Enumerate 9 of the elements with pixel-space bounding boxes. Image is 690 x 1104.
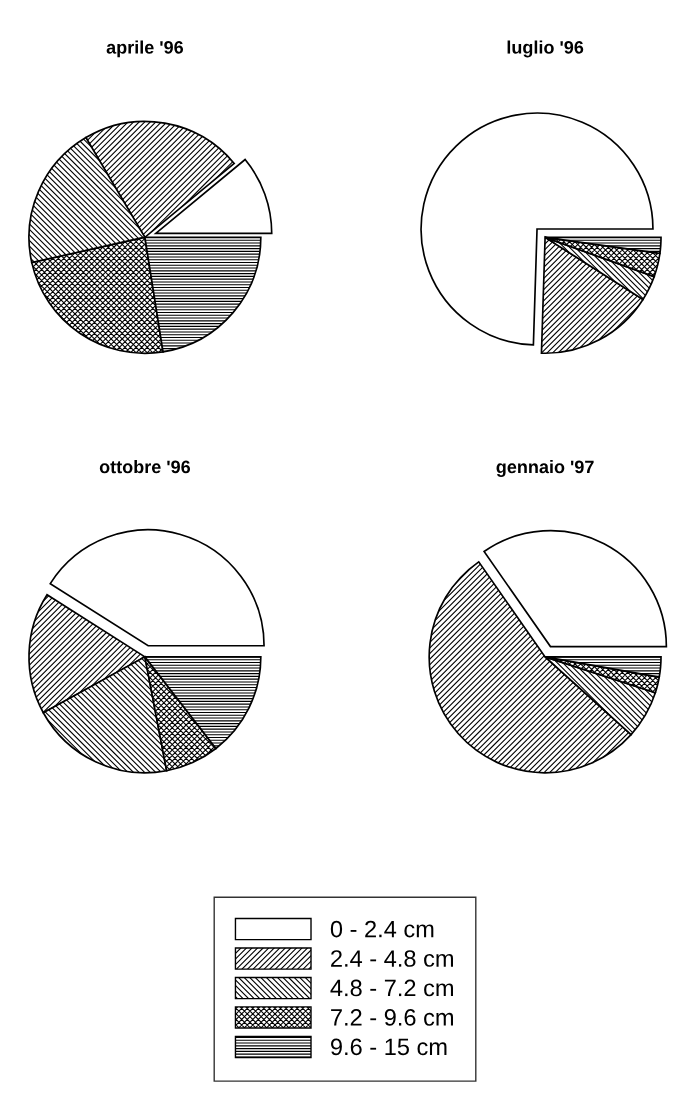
legend-label: 0 - 2.4 cm xyxy=(330,920,434,938)
chart-title: aprile '96 xyxy=(106,40,184,58)
chart-title: luglio '96 xyxy=(507,40,584,58)
legend-label: 2.4 - 4.8 cm xyxy=(331,950,453,967)
chart-title: gennaio '97 xyxy=(496,460,594,477)
chart-title: ottobre '96 xyxy=(99,460,191,474)
legend-label: 9.6 - 15 cm xyxy=(331,1038,447,1056)
legend-label: 4.8 - 7.2 cm xyxy=(330,979,453,997)
legend-label: 7.2 - 9.6 cm xyxy=(331,1009,453,1026)
